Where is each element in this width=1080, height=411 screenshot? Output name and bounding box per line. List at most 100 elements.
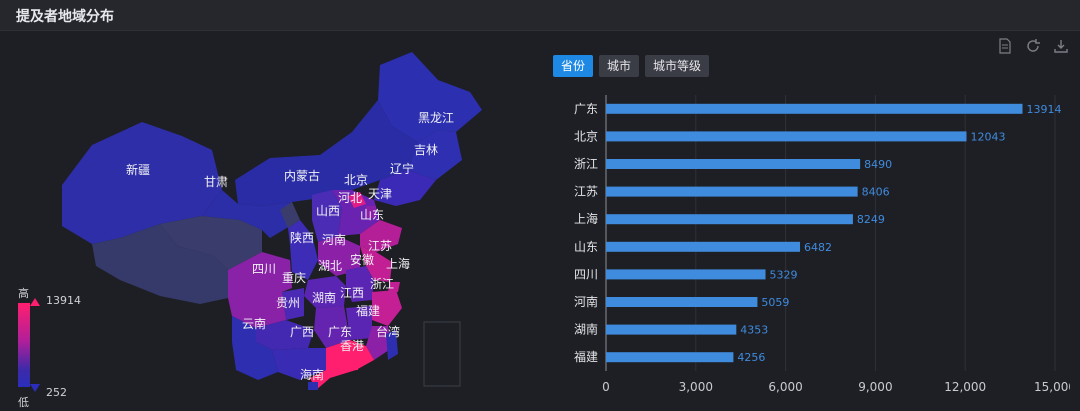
label-inner-mongolia: 内蒙古 — [284, 168, 320, 183]
region-hebei[interactable] — [332, 190, 380, 236]
region-hubei[interactable] — [304, 276, 346, 308]
y-category-label: 福建 — [574, 349, 598, 364]
bar — [606, 131, 967, 142]
label-taiwan: 台湾 — [376, 324, 400, 339]
region-hongkong[interactable] — [350, 364, 358, 370]
label-sichuan: 四川 — [252, 262, 276, 276]
y-category-label: 山东 — [574, 240, 598, 254]
label-chongqing: 重庆 — [282, 271, 306, 285]
region-qinghai[interactable] — [160, 216, 262, 270]
region-jiangsu[interactable] — [360, 246, 392, 282]
tab-city[interactable]: 城市 — [599, 55, 640, 77]
legend-min-handle[interactable] — [30, 384, 40, 392]
region-gansu[interactable] — [202, 190, 292, 238]
bar — [606, 214, 853, 225]
region-shaanxi[interactable] — [288, 220, 318, 280]
bar-value-label: 8406 — [862, 186, 890, 199]
region-heilongjiang[interactable] — [378, 52, 482, 142]
label-jiangxi: 江西 — [340, 286, 364, 300]
region-shanxi[interactable] — [312, 190, 342, 242]
label-gansu: 甘肃 — [204, 175, 228, 189]
bar — [606, 241, 801, 252]
region-ningxia[interactable] — [280, 202, 300, 228]
label-tianjin: 天津 — [368, 187, 392, 201]
x-tick-label: 0 — [602, 380, 610, 394]
region-liaoning[interactable] — [374, 170, 436, 206]
bar-value-label: 13914 — [1026, 103, 1061, 116]
region-yunnan[interactable] — [232, 316, 278, 380]
label-henan: 河南 — [322, 232, 346, 247]
region-zhejiang[interactable] — [372, 290, 402, 326]
region-sichuan[interactable] — [228, 252, 292, 328]
region-inner-mongolia[interactable] — [235, 100, 418, 206]
bar-value-label: 8249 — [857, 213, 885, 226]
label-shaanxi: 陕西 — [290, 230, 314, 245]
y-category-label: 湖南 — [574, 322, 598, 337]
region-guangdong[interactable] — [310, 340, 374, 390]
china-map[interactable]: 黑龙江 吉林 辽宁 内蒙古 北京 天津 河北 新疆 甘肃 山西 山东 陕西 河南… — [0, 30, 520, 411]
label-hunan: 湖南 — [312, 290, 336, 305]
download-icon[interactable] — [1052, 38, 1070, 56]
region-henan[interactable] — [318, 236, 360, 276]
label-guangdong: 广东 — [328, 325, 352, 339]
region-xinjiang[interactable] — [62, 122, 222, 244]
region-guizhou[interactable] — [256, 320, 314, 350]
x-tick-label: 12,000 — [944, 380, 986, 394]
legend-min-value: 252 — [46, 386, 67, 399]
document-icon[interactable] — [996, 38, 1014, 56]
bar-value-label: 4353 — [740, 324, 768, 337]
region-tianjin[interactable] — [366, 206, 376, 218]
region-shandong[interactable] — [360, 220, 402, 252]
label-anhui: 安徽 — [350, 252, 374, 267]
legend-color-bar — [18, 303, 30, 387]
bar-value-label: 6482 — [804, 241, 832, 254]
region-hunan[interactable] — [314, 306, 350, 348]
y-category-label: 江苏 — [574, 185, 598, 199]
bar-value-label: 5059 — [761, 296, 789, 309]
region-chongqing[interactable] — [282, 288, 304, 320]
region-shanghai[interactable] — [388, 282, 400, 292]
region-taiwan[interactable] — [386, 330, 398, 360]
region-beijing[interactable] — [348, 192, 366, 208]
y-category-label: 浙江 — [574, 157, 598, 171]
x-tick-label: 15,000 — [1034, 380, 1070, 394]
panel-header: 提及者地域分布 — [0, 0, 1080, 31]
region-guangxi[interactable] — [272, 348, 326, 380]
tab-province[interactable]: 省份 — [553, 55, 594, 77]
bar — [606, 352, 734, 363]
region-jiangxi[interactable] — [346, 306, 372, 340]
y-category-label: 北京 — [574, 129, 598, 143]
bar-value-label: 8490 — [864, 158, 892, 171]
label-guangxi: 广西 — [290, 325, 314, 339]
y-category-label: 四川 — [574, 267, 598, 281]
bar-value-label: 4256 — [737, 351, 765, 364]
panel-title: 提及者地域分布 — [16, 9, 114, 25]
label-hubei: 湖北 — [318, 258, 342, 273]
bar-value-label: 5329 — [770, 268, 798, 281]
region-hainan[interactable] — [308, 382, 318, 390]
tab-city-tier[interactable]: 城市等级 — [645, 55, 710, 77]
x-tick-label: 3,000 — [679, 380, 713, 394]
label-heilongjiang: 黑龙江 — [418, 111, 454, 125]
region-tibet[interactable] — [92, 224, 228, 304]
region-anhui[interactable] — [346, 266, 374, 302]
label-hebei: 河北 — [338, 191, 362, 205]
label-beijing: 北京 — [344, 173, 368, 187]
label-jilin: 吉林 — [414, 143, 438, 157]
bar-value-label: 12043 — [970, 130, 1005, 143]
y-category-label: 河南 — [574, 294, 598, 309]
label-liaoning: 辽宁 — [390, 161, 414, 176]
toolbar — [996, 38, 1070, 56]
label-hongkong: 香港 — [340, 339, 364, 353]
dimension-tabs: 省份 城市 城市等级 — [553, 55, 710, 77]
x-tick-label: 6,000 — [768, 380, 802, 394]
region-jilin[interactable] — [408, 130, 462, 180]
y-category-label: 上海 — [574, 211, 598, 226]
region-fujian[interactable] — [366, 326, 392, 360]
label-xinjiang: 新疆 — [126, 162, 150, 177]
label-hainan: 海南 — [300, 367, 324, 382]
legend-high-label: 高 — [18, 287, 29, 300]
refresh-icon[interactable] — [1024, 38, 1042, 56]
label-zhejiang: 浙江 — [370, 277, 394, 291]
legend-max-handle[interactable] — [30, 298, 40, 306]
